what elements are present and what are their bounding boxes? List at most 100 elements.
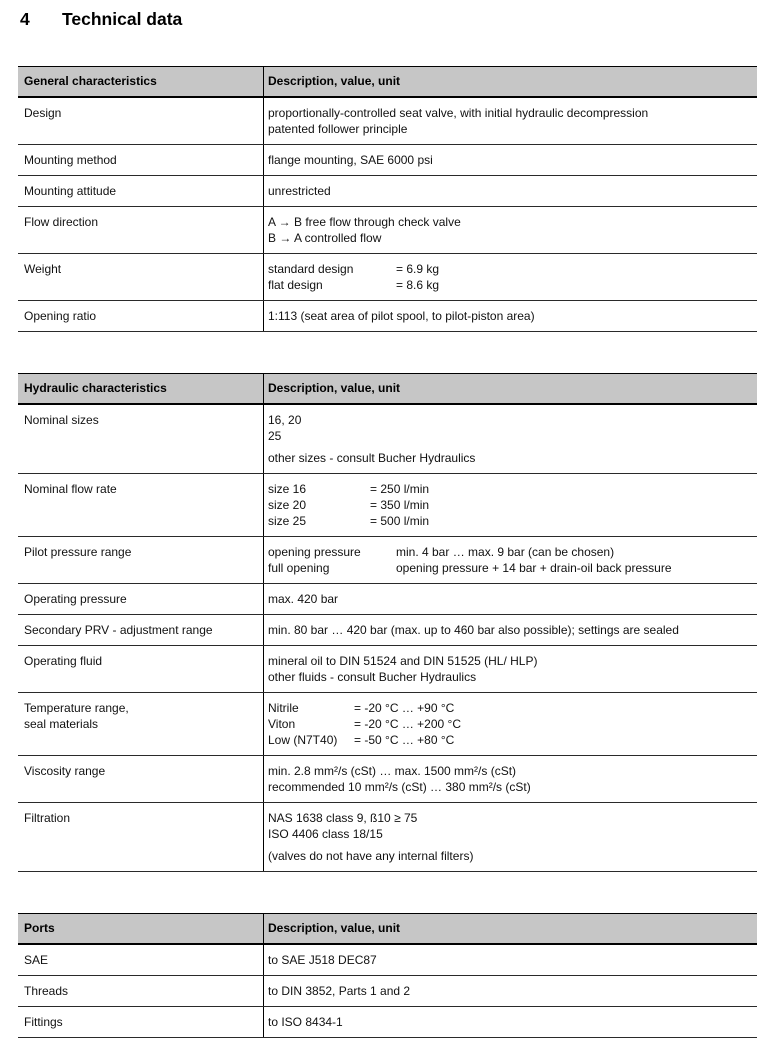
- value-line: size 20 = 350 l/min: [268, 497, 753, 513]
- row-label: Fittings: [24, 1015, 63, 1029]
- row-label: Nominal sizes: [24, 413, 99, 427]
- value-line: to DIN 3852, Parts 1 and 2: [268, 984, 411, 998]
- row-value: size 16 = 250 l/min size 20 = 350 l/min si…: [263, 474, 757, 536]
- row-value: opening pressure min. 4 bar … max. 9 bar …: [263, 537, 757, 583]
- row-value: min. 2.8 mm²/s (cSt) … max. 1500 mm²/s (…: [263, 756, 757, 802]
- row-value: NAS 1638 class 9, ß10 ≥ 75 ISO 4406 clas…: [263, 803, 757, 871]
- value-line: recommended 10 mm²/s (cSt) … 380 mm²/s (…: [268, 780, 531, 794]
- table-row: Weight standard design = 6.9 kg flat desi…: [18, 254, 757, 301]
- value-text: = -20 °C … +200 °C: [354, 717, 461, 731]
- value-line: mineral oil to DIN 51524 and DIN 51525 (…: [268, 654, 538, 668]
- value-line: to SAE J518 DEC87: [268, 953, 377, 967]
- row-value: max. 420 bar: [263, 584, 757, 614]
- value-line: 1:113 (seat area of pilot spool, to pilo…: [268, 309, 535, 323]
- value-key: size 16: [268, 482, 307, 496]
- general-characteristics-table: General characteristics Description, val…: [18, 66, 757, 332]
- row-value: Nitrile = -20 °C … +90 °C Viton = -20 °C ……: [263, 693, 757, 755]
- value-line: flange mounting, SAE 6000 psi: [268, 153, 433, 167]
- value-line: to ISO 8434-1: [268, 1015, 343, 1029]
- value-text: = 250 l/min: [370, 482, 430, 496]
- value-line: Nitrile = -20 °C … +90 °C: [268, 700, 753, 716]
- value-text: = 500 l/min: [370, 514, 430, 528]
- row-value: min. 80 bar … 420 bar (max. up to 460 ba…: [263, 615, 757, 645]
- table-row: Opening ratio 1:113 (seat area of pilot …: [18, 301, 757, 332]
- row-value: to DIN 3852, Parts 1 and 2: [263, 976, 757, 1006]
- value-line: B → A controlled flow: [268, 231, 382, 245]
- value-line: opening pressure min. 4 bar … max. 9 bar …: [268, 544, 753, 560]
- table-row: Pilot pressure range opening pressure min…: [18, 537, 757, 584]
- table-row: Design proportionally-controlled seat va…: [18, 98, 757, 145]
- column-header: Ports: [24, 921, 55, 935]
- table-row: Operating pressure max. 420 bar: [18, 584, 757, 615]
- row-value: to ISO 8434-1: [263, 1007, 757, 1037]
- value-key: Nitrile: [268, 701, 299, 715]
- value-line: 16, 20: [268, 413, 302, 427]
- row-label: Secondary PRV - adjustment range: [24, 623, 213, 637]
- row-value: unrestricted: [263, 176, 757, 206]
- value-line: A → B free flow through check valve: [268, 215, 461, 229]
- row-value: 1:113 (seat area of pilot spool, to pilo…: [263, 301, 757, 331]
- row-label: Filtration: [24, 811, 71, 825]
- row-label: Nominal flow rate: [24, 482, 117, 496]
- table-row: Operating fluid mineral oil to DIN 51524…: [18, 646, 757, 693]
- section-number: 4: [20, 9, 30, 29]
- row-value: proportionally-controlled seat valve, wi…: [263, 98, 757, 144]
- value-text: = -20 °C … +90 °C: [354, 701, 455, 715]
- table-row: SAE to SAE J518 DEC87: [18, 945, 757, 976]
- value-line: 25: [268, 429, 282, 443]
- row-value: A → B free flow through check valve B → …: [263, 207, 757, 253]
- value-line: size 25 = 500 l/min: [268, 513, 753, 529]
- value-key: flat design: [268, 278, 323, 292]
- row-label: Operating pressure: [24, 592, 127, 606]
- value-key: Low (N7T40): [268, 733, 338, 747]
- row-value: flange mounting, SAE 6000 psi: [263, 145, 757, 175]
- row-value: to SAE J518 DEC87: [263, 945, 757, 975]
- value-text: = -50 °C … +80 °C: [354, 733, 455, 747]
- value-line: other sizes - consult Bucher Hydraulics: [268, 451, 476, 465]
- table-row: Secondary PRV - adjustment range min. 80…: [18, 615, 757, 646]
- value-line: patented follower principle: [268, 122, 408, 136]
- value-text: = 8.6 kg: [396, 278, 440, 292]
- table-row: Nominal flow rate size 16 = 250 l/min siz…: [18, 474, 757, 537]
- row-value: 16, 20 25 other sizes - consult Bucher H…: [263, 405, 757, 473]
- table-header-row: General characteristics Description, val…: [18, 66, 757, 98]
- value-key: standard design: [268, 262, 354, 276]
- table-row: Viscosity range min. 2.8 mm²/s (cSt) … m…: [18, 756, 757, 803]
- value-line: min. 2.8 mm²/s (cSt) … max. 1500 mm²/s (…: [268, 764, 517, 778]
- row-label: SAE: [24, 953, 49, 967]
- value-line: standard design = 6.9 kg: [268, 261, 753, 277]
- value-line: NAS 1638 class 9, ß10 ≥ 75: [268, 811, 418, 825]
- value-line: Viton = -20 °C … +200 °C: [268, 716, 753, 732]
- row-label: Weight: [24, 262, 62, 276]
- value-line: flat design = 8.6 kg: [268, 277, 753, 293]
- value-line: Low (N7T40) = -50 °C … +80 °C: [268, 732, 753, 748]
- value-line: max. 420 bar: [268, 592, 339, 606]
- value-line: min. 80 bar … 420 bar (max. up to 460 ba…: [268, 623, 679, 637]
- section-title-text: Technical data: [62, 9, 183, 29]
- column-header: Description, value, unit: [263, 67, 757, 96]
- value-text: = 6.9 kg: [396, 262, 440, 276]
- table-row: Nominal sizes 16, 20 25 other sizes - co…: [18, 405, 757, 474]
- row-label: Mounting method: [24, 153, 117, 167]
- row-label: Pilot pressure range: [24, 545, 132, 559]
- table-header-row: Ports Description, value, unit: [18, 913, 757, 945]
- value-key: opening pressure: [268, 545, 361, 559]
- value-key: Viton: [268, 717, 296, 731]
- value-key: size 20: [268, 498, 307, 512]
- table-row: Filtration NAS 1638 class 9, ß10 ≥ 75 IS…: [18, 803, 757, 872]
- table-row: Mounting attitude unrestricted: [18, 176, 757, 207]
- table-row: Temperature range, seal materials Nitril…: [18, 693, 757, 756]
- row-label: Mounting attitude: [24, 184, 117, 198]
- section-title: 4 Technical data: [20, 8, 764, 30]
- row-label: Threads: [24, 984, 69, 998]
- row-label: Viscosity range: [24, 764, 106, 778]
- value-text: opening pressure + 14 bar + drain-oil ba…: [396, 561, 672, 575]
- value-line: size 16 = 250 l/min: [268, 481, 753, 497]
- row-label: Opening ratio: [24, 309, 97, 323]
- table-header-row: Hydraulic characteristics Description, v…: [18, 373, 757, 405]
- value-line: other fluids - consult Bucher Hydraulics: [268, 670, 477, 684]
- column-header: Description, value, unit: [263, 914, 757, 943]
- hydraulic-characteristics-table: Hydraulic characteristics Description, v…: [18, 373, 757, 872]
- value-line: full opening opening pressure + 14 bar + …: [268, 560, 753, 576]
- column-header: Description, value, unit: [263, 374, 757, 403]
